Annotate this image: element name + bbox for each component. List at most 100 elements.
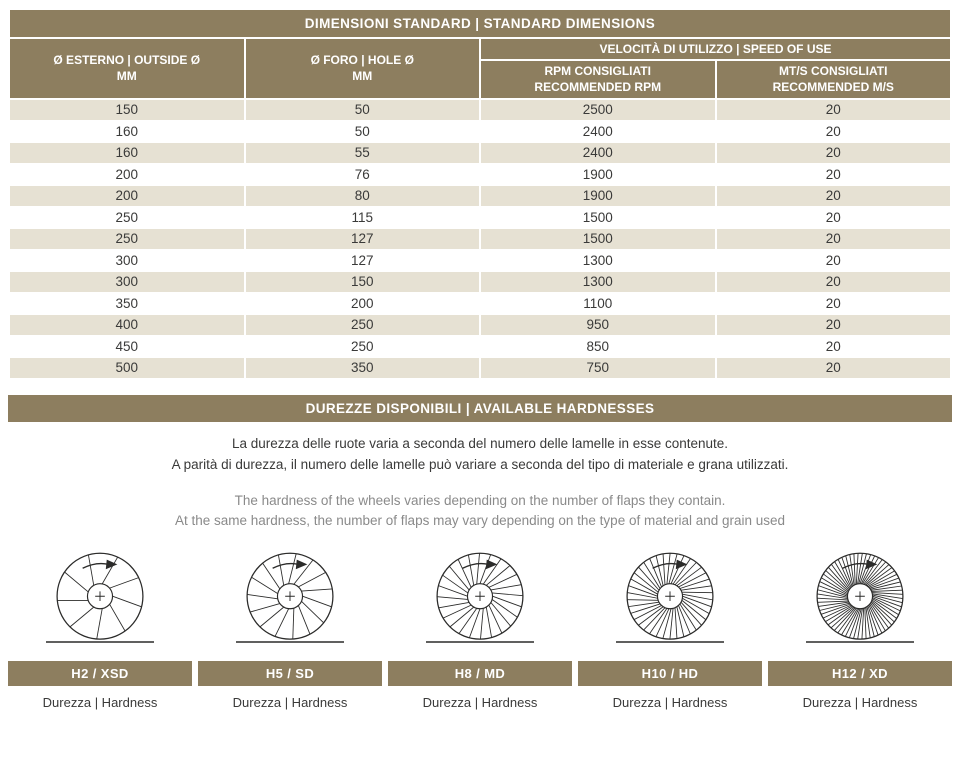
table-row: 450 250 850 20: [8, 334, 952, 359]
column-group-speed-of-use: VELOCITÀ DI UTILIZZO | SPEED OF USE: [479, 37, 952, 61]
table-cell: 115: [243, 205, 481, 230]
hardness-label: H10 / HD: [578, 661, 762, 687]
table-cell: 127: [243, 227, 481, 251]
table-cell: 350: [243, 356, 481, 380]
table-header-row: Ø ESTERNO | OUTSIDE Ø MM Ø FORO | HOLE Ø…: [8, 36, 952, 101]
table-cell: 20: [714, 119, 952, 144]
table-title-row: DIMENSIONI STANDARD | STANDARD DIMENSION…: [8, 8, 952, 39]
table-cell: 50: [243, 119, 481, 144]
table-cell: 20: [714, 291, 952, 316]
column-header-hole-diameter: Ø FORO | HOLE Ø MM: [243, 36, 481, 101]
table-cell: 2400: [479, 141, 717, 165]
table-cell: 1300: [479, 248, 717, 273]
flap-wheel-illustration: [8, 548, 192, 656]
hardness-caption: Durezza | Hardness: [802, 695, 918, 711]
table-cell: 950: [479, 313, 717, 337]
table-cell: 150: [243, 270, 481, 294]
table-cell: 160: [8, 141, 246, 165]
table-cell: 200: [8, 184, 246, 208]
hardness-description-it-line2: A parità di durezza, il numero delle lam…: [171, 456, 789, 472]
table-row: 250 115 1500 20: [8, 205, 952, 230]
table-cell: 2500: [479, 98, 717, 122]
hardness-caption: Durezza | Hardness: [232, 695, 348, 711]
flap-wheel-illustration: [578, 548, 762, 656]
table-cell: 80: [243, 184, 481, 208]
table-cell: 55: [243, 141, 481, 165]
column-header-recommended-rpm: RPM CONSIGLIATI RECOMMENDED RPM: [479, 58, 717, 101]
table-cell: 750: [479, 356, 717, 380]
table-row: 300 127 1300 20: [8, 248, 952, 273]
hardness-column: H12 / XD Durezza | Hardness: [768, 548, 952, 710]
table-cell: 1500: [479, 227, 717, 251]
hardness-label: H12 / XD: [768, 661, 952, 687]
table-row: 150 50 2500 20: [8, 98, 952, 122]
hardness-column: H8 / MD Durezza | Hardness: [388, 548, 572, 710]
table-cell: 300: [8, 270, 246, 294]
hardness-caption: Durezza | Hardness: [612, 695, 728, 711]
flap-wheel-svg: [235, 553, 344, 644]
column-header-outside-diameter: Ø ESTERNO | OUTSIDE Ø MM: [8, 36, 246, 101]
hardness-column: H5 / SD Durezza | Hardness: [198, 548, 382, 710]
table-row: 200 80 1900 20: [8, 184, 952, 208]
table-cell: 20: [714, 313, 952, 337]
table-cell: 150: [8, 98, 246, 122]
flap-wheel-svg: [616, 553, 724, 644]
table-cell: 1500: [479, 205, 717, 230]
flap-wheel-svg: [46, 553, 154, 644]
hardness-caption: Durezza | Hardness: [422, 695, 538, 711]
table-cell: 20: [714, 248, 952, 273]
table-row: 300 150 1300 20: [8, 270, 952, 294]
table-row: 250 127 1500 20: [8, 227, 952, 251]
flap-wheel-illustration: [388, 548, 572, 656]
table-cell: 2400: [479, 119, 717, 144]
table-cell: 160: [8, 119, 246, 144]
hardness-column: H10 / HD Durezza | Hardness: [578, 548, 762, 710]
table-cell: 850: [479, 334, 717, 359]
table-cell: 450: [8, 334, 246, 359]
hardness-section-title: DUREZZE DISPONIBILI | AVAILABLE HARDNESS…: [8, 394, 952, 422]
table-cell: 20: [714, 141, 952, 165]
table-cell: 1300: [479, 270, 717, 294]
column-header-recommended-ms: MT/S CONSIGLIATI RECOMMENDED M/S: [714, 58, 952, 101]
table-row: 160 55 2400 20: [8, 141, 952, 165]
hardness-label: H2 / XSD: [8, 661, 192, 687]
table-cell: 20: [714, 356, 952, 380]
hardness-label: H8 / MD: [388, 661, 572, 687]
table-cell: 20: [714, 205, 952, 230]
table-cell: 127: [243, 248, 481, 273]
table-cell: 300: [8, 248, 246, 273]
table-cell: 250: [243, 313, 481, 337]
table-cell: 1100: [479, 291, 717, 316]
table-cell: 200: [8, 162, 246, 187]
table-row: 200 76 1900 20: [8, 162, 952, 187]
hardness-label: H5 / SD: [198, 661, 382, 687]
table-cell: 250: [8, 205, 246, 230]
standard-dimensions-table: DIMENSIONI STANDARD | STANDARD DIMENSION…: [8, 8, 952, 380]
hardness-caption: Durezza | Hardness: [42, 695, 158, 711]
hardness-description-en-line1: The hardness of the wheels varies depend…: [234, 492, 726, 508]
table-cell: 200: [243, 291, 481, 316]
table-cell: 1900: [479, 162, 717, 187]
table-cell: 20: [714, 227, 952, 251]
hardness-description-it-line1: La durezza delle ruote varia a seconda d…: [231, 435, 729, 451]
table-cell: 50: [243, 98, 481, 122]
table-cell: 20: [714, 334, 952, 359]
table-row: 160 50 2400 20: [8, 119, 952, 144]
table-row: 400 250 950 20: [8, 313, 952, 337]
table-cell: 76: [243, 162, 481, 187]
table-row: 500 350 750 20: [8, 356, 952, 380]
table-subheader-row: RPM CONSIGLIATI RECOMMENDED RPM MT/S CON…: [9, 58, 952, 101]
table-cell: 20: [714, 162, 952, 187]
hardness-column: H2 / XSD Durezza | Hardness: [8, 548, 192, 710]
hardness-grid: H2 / XSD Durezza | Hardness H5 / SD Dure…: [8, 548, 952, 710]
table-cell: 20: [714, 184, 952, 208]
table-cell: 400: [8, 313, 246, 337]
table-cell: 350: [8, 291, 246, 316]
flap-wheel-illustration: [198, 548, 382, 656]
table-cell: 20: [714, 270, 952, 294]
table-cell: 250: [8, 227, 246, 251]
hardness-description-en-line2: At the same hardness, the number of flap…: [174, 513, 786, 529]
catalog-page: DIMENSIONI STANDARD | STANDARD DIMENSION…: [8, 8, 952, 710]
table-cell: 20: [714, 98, 952, 122]
table-cell: 500: [8, 356, 246, 380]
